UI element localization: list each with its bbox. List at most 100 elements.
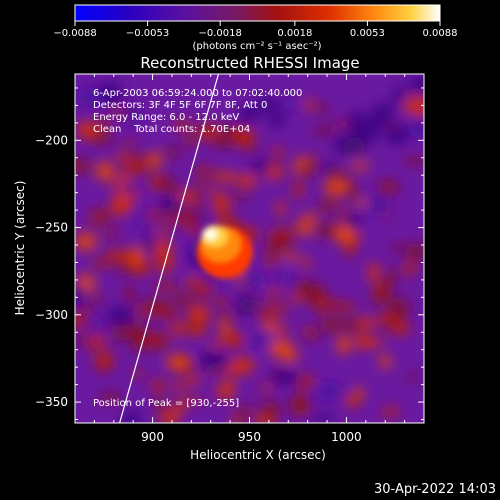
colorbar-tick-label: −0.0018	[198, 28, 241, 39]
emission-blob	[316, 222, 338, 239]
y-tick-label: −300	[35, 308, 68, 322]
emission-blob	[385, 268, 399, 283]
emission-blob	[170, 382, 192, 389]
y-tick-label: −200	[35, 133, 68, 147]
emission-blob	[188, 196, 202, 204]
emission-blob	[99, 118, 109, 134]
negative-blob	[135, 207, 150, 229]
negative-blob	[195, 212, 210, 227]
annotation-energy-range: Energy Range: 6.0 - 12.0 keV	[93, 112, 240, 123]
emission-blob	[125, 137, 135, 147]
negative-blob	[267, 112, 288, 127]
y-axis-label: Heliocentric Y (arcsec)	[13, 181, 27, 316]
emission-blob	[292, 291, 303, 303]
colorbar-label: (photons cm⁻² s⁻¹ asec⁻²)	[192, 41, 321, 52]
emission-blob	[90, 208, 105, 226]
emission-blob	[214, 313, 238, 323]
emission-blob	[90, 295, 106, 302]
emission-blob	[124, 286, 134, 304]
emission-blob	[89, 135, 114, 143]
x-tick-label: 950	[238, 430, 261, 444]
emission-blob	[343, 244, 356, 257]
negative-blob	[313, 381, 344, 401]
emission-blob	[331, 301, 357, 312]
emission-blob	[269, 227, 292, 243]
emission-blob	[75, 159, 91, 173]
chart-title: Reconstructed RHESSI Image	[140, 54, 359, 72]
emission-blob	[95, 161, 115, 181]
emission-blob	[161, 178, 178, 195]
emission-blob	[335, 225, 354, 245]
colorbar-tick-label: 0.0053	[350, 28, 385, 39]
emission-blob	[76, 121, 100, 139]
emission-blob	[278, 324, 288, 335]
emission-blob	[381, 407, 400, 417]
emission-blob	[94, 352, 114, 369]
emission-blob	[319, 199, 337, 213]
emission-blob	[150, 175, 164, 190]
x-axis-label: Heliocentric X (arcsec)	[190, 448, 326, 462]
colorbar-ticks: −0.0088 −0.0053 −0.0018 0.0018 0.0053 0.0088	[53, 21, 458, 39]
emission-blob	[209, 341, 221, 351]
negative-blob	[248, 159, 271, 175]
emission-blob	[324, 177, 347, 197]
emission-blob	[124, 155, 150, 175]
emission-blob	[99, 392, 123, 404]
emission-blob	[155, 229, 170, 236]
emission-blob	[118, 267, 133, 275]
emission-blob	[148, 151, 162, 169]
emission-blob	[266, 238, 293, 251]
emission-blob	[153, 283, 178, 292]
negative-blob	[159, 195, 182, 216]
emission-blob	[293, 180, 303, 199]
emission-blob	[214, 211, 231, 218]
annotation-clean-counts: Clean Total counts: 1.70E+04	[93, 124, 251, 135]
emission-blob	[184, 134, 195, 146]
negative-blob	[407, 75, 424, 94]
emission-blob	[157, 340, 166, 349]
emission-blob	[289, 394, 310, 413]
emission-blob	[336, 335, 351, 354]
emission-blob	[262, 401, 279, 421]
emission-blob	[259, 384, 274, 392]
emission-blob	[390, 324, 412, 335]
negative-blob	[141, 234, 156, 255]
emission-blob	[236, 173, 258, 188]
emission-blob	[181, 322, 206, 330]
axis-ticks: 900 950 1000 −200 −250 −300 −350	[35, 74, 425, 444]
negative-blob	[323, 161, 336, 175]
emission-blob	[238, 404, 255, 412]
emission-blob	[187, 374, 201, 384]
emission-blob	[303, 99, 314, 111]
emission-blob	[130, 245, 144, 266]
emission-blob	[87, 331, 106, 350]
emission-blob	[159, 410, 179, 423]
negative-blob	[237, 105, 259, 124]
image-area	[75, 74, 424, 423]
negative-blob	[234, 295, 257, 316]
negative-blob	[253, 97, 279, 113]
emission-blob	[104, 229, 120, 237]
emission-blob	[358, 340, 384, 347]
emission-blob	[164, 147, 181, 159]
emission-blob	[173, 398, 185, 415]
colorbar-tick-label: 0.0088	[423, 28, 458, 39]
emission-blob	[403, 95, 424, 116]
negative-blob	[270, 369, 300, 386]
y-tick-label: −350	[35, 395, 68, 409]
emission-blob	[346, 394, 355, 408]
emission-blob	[136, 303, 147, 319]
emission-blob	[209, 185, 218, 195]
emission-blob	[299, 372, 310, 393]
emission-blob	[381, 278, 393, 292]
emission-blob	[117, 150, 128, 163]
y-tick-label: −250	[35, 221, 68, 235]
emission-blob	[228, 193, 250, 201]
emission-blob	[320, 317, 344, 332]
negative-blob	[239, 271, 268, 287]
solar-limb-line	[119, 74, 220, 423]
emission-blob	[118, 251, 136, 261]
emission-blob	[113, 190, 135, 208]
emission-blob	[367, 262, 380, 282]
emission-blob	[389, 243, 406, 252]
